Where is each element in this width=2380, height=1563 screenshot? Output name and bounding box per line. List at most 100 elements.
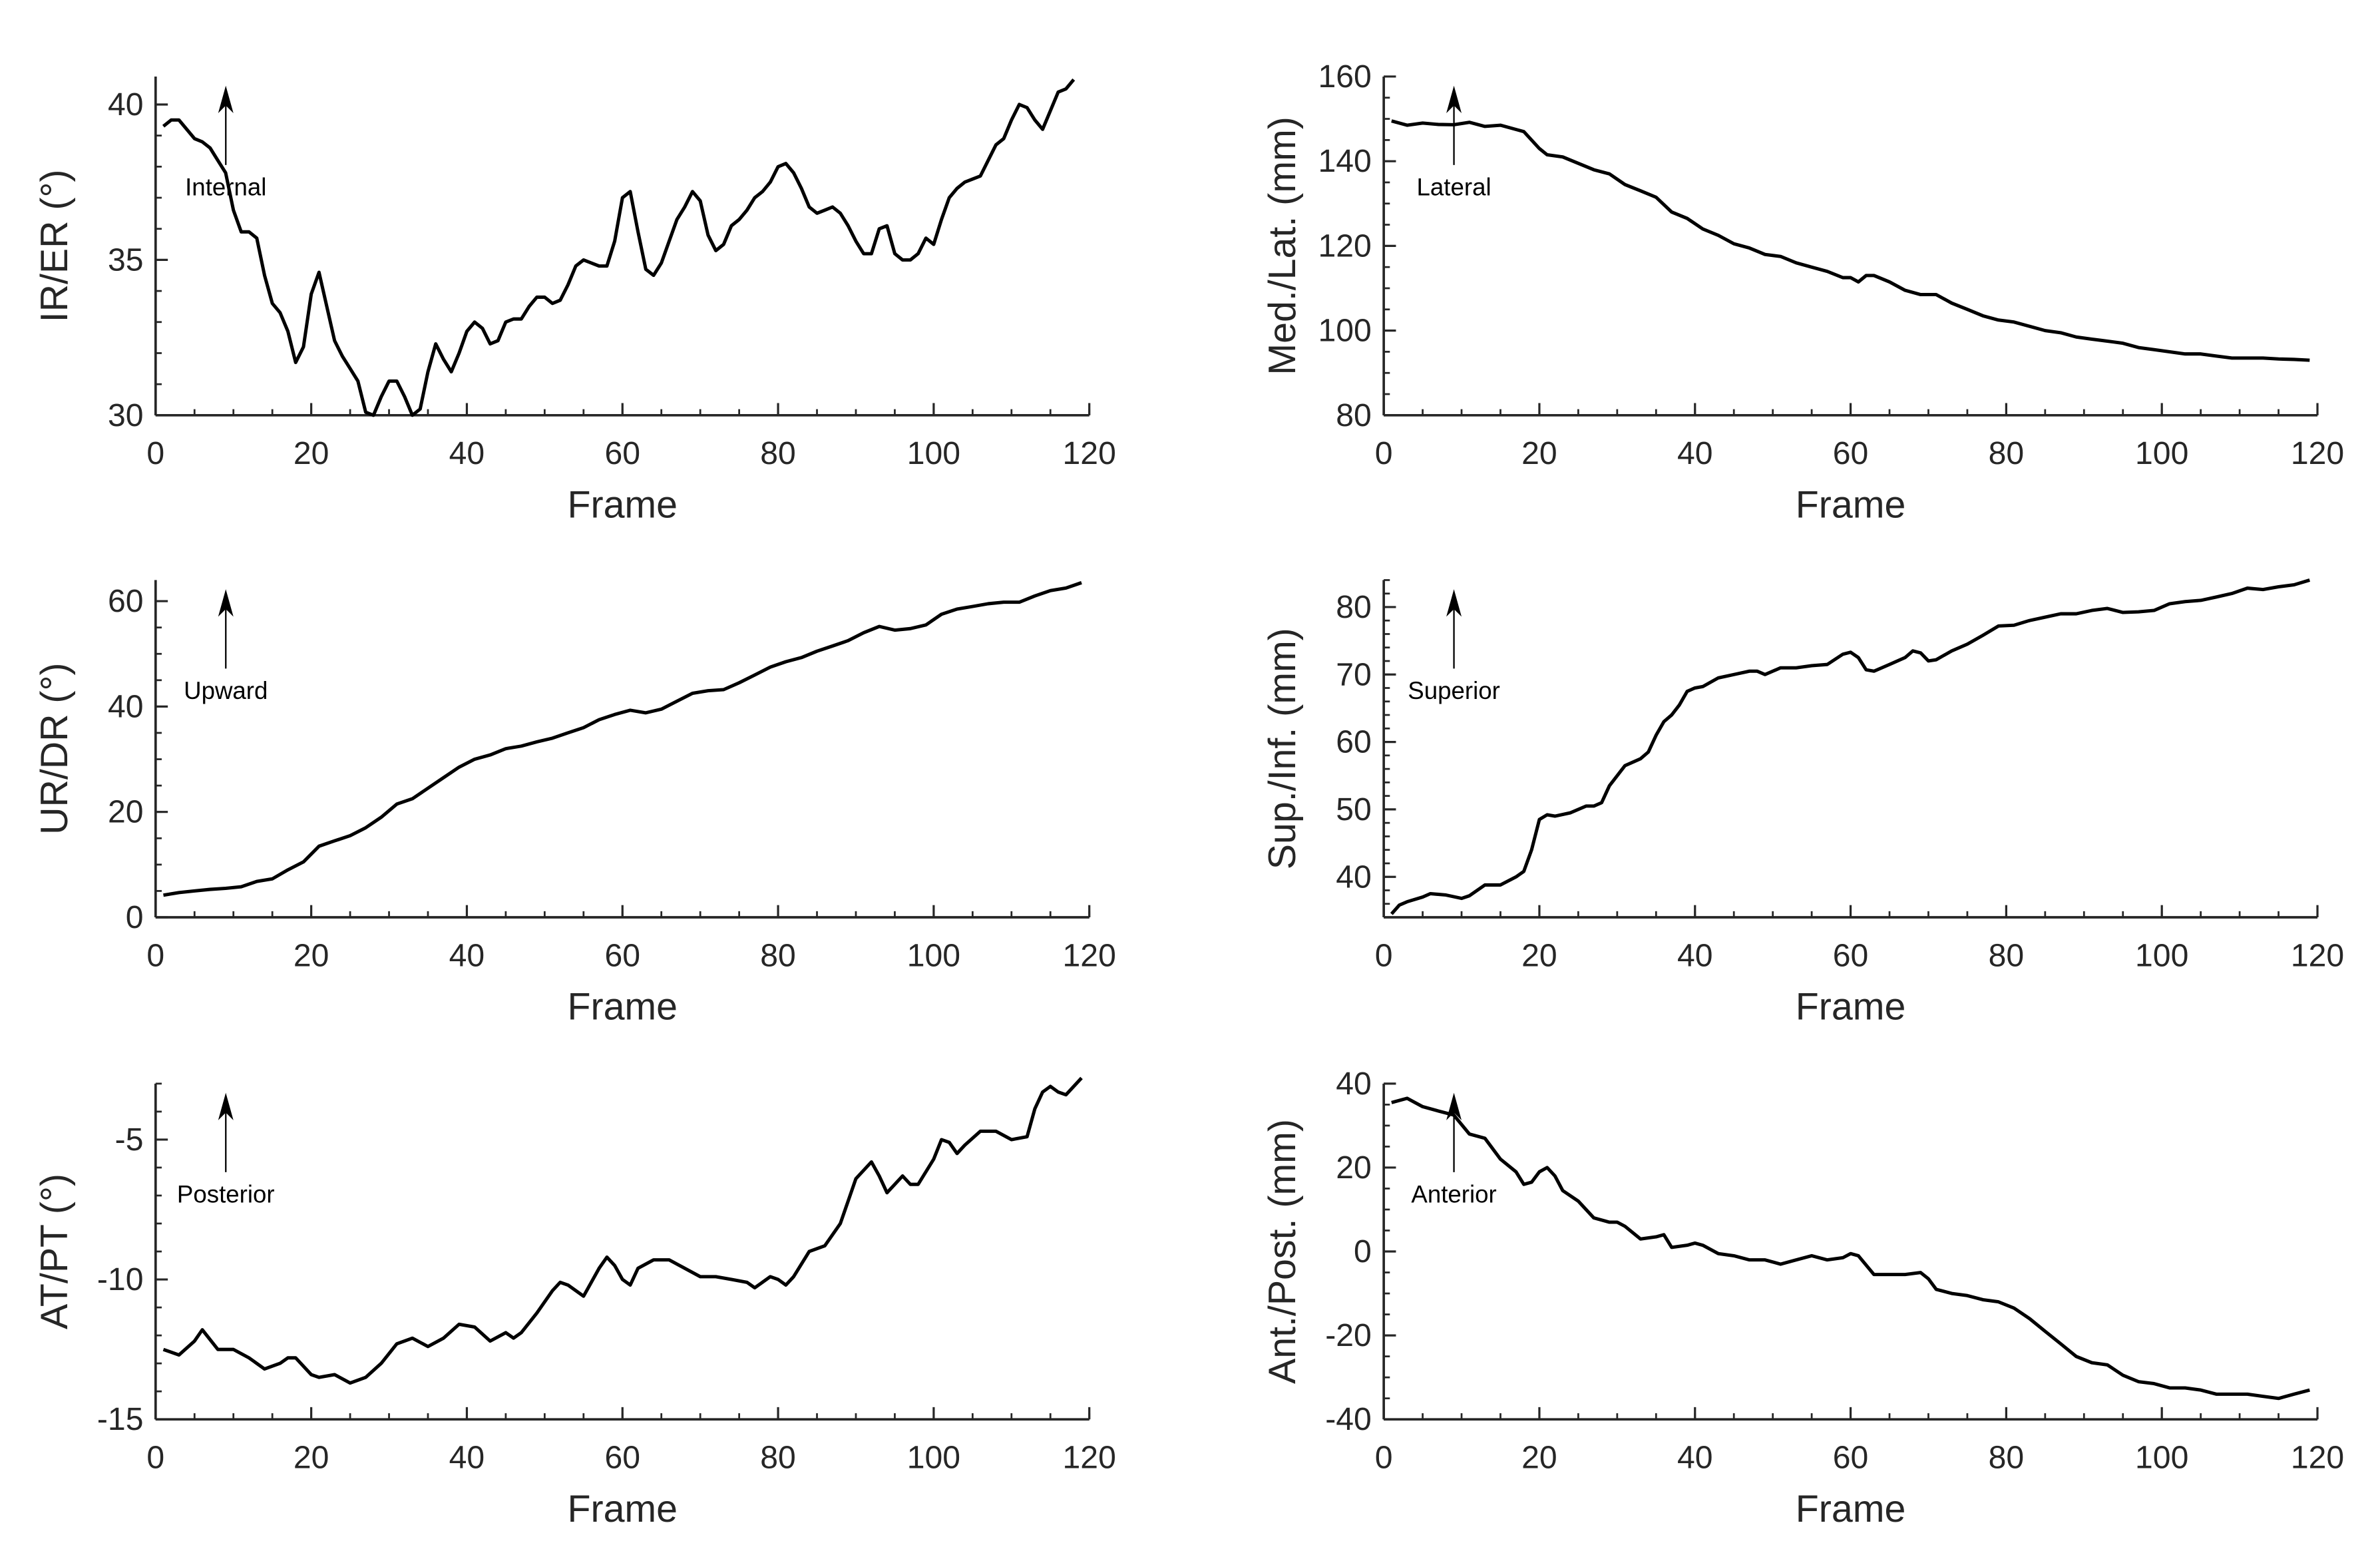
arrow-up-icon [1446,589,1462,617]
y-axis-label: UR/DR (°) [33,662,76,834]
y-tick-label: -15 [97,1401,144,1437]
x-tick-label: 0 [1375,1440,1393,1476]
x-axis-label: Frame [1796,986,1906,1028]
data-series-line [162,1076,1083,1385]
x-tick-label: 120 [1063,937,1116,973]
arrow-up-icon [1446,1092,1462,1120]
x-tick-label: 20 [1521,435,1557,471]
x-tick-label: 40 [449,1440,485,1476]
y-axis-label: IR/ER (°) [33,169,76,322]
subplot-4: 0 20 40 60 80 100 120 40 50 60 70 80 Frame Sup./Inf. … [1261,578,2344,1028]
y-tick-label: 40 [1336,859,1372,895]
x-tick-label: 40 [449,435,485,471]
data-series-line [163,580,1082,897]
x-tick-label: 120 [1063,1440,1116,1476]
y-tick-label: 60 [108,583,144,619]
y-tick-label: 160 [1318,59,1371,95]
data-series-line [1391,1096,2310,1401]
y-tick-label: 100 [1318,313,1371,349]
y-tick-label: -10 [97,1261,144,1297]
y-axis-label: Sup./Inf. (mm) [1261,628,1304,869]
x-tick-label: 40 [1677,937,1713,973]
arrow-up-icon [218,1092,234,1120]
x-tick-label: 80 [760,435,796,471]
y-axis-label: AT/PT (°) [33,1174,76,1329]
x-tick-label: 0 [146,1440,164,1476]
y-tick-label: 120 [1318,228,1371,264]
x-tick-label: 100 [907,1440,960,1476]
y-tick-label: 40 [108,688,144,724]
x-axis-label: Frame [1796,483,1906,526]
x-axis-label: Frame [567,1488,678,1530]
y-tick-label: 40 [1336,1066,1372,1102]
x-axis-label: Frame [567,986,678,1028]
x-tick-label: 80 [1989,1440,2025,1476]
x-tick-label: 60 [604,937,640,973]
y-axis-label: Ant./Post. (mm) [1261,1119,1304,1384]
data-series-line [1390,578,2311,915]
x-axis-label: Frame [567,483,678,526]
y-tick-label: -40 [1325,1401,1372,1437]
direction-annotation: Posterior [177,1181,275,1208]
x-tick-label: 60 [604,1440,640,1476]
y-axis-label: Med./Lat. (mm) [1261,116,1304,375]
x-tick-label: 60 [1833,1440,1869,1476]
y-tick-label: 80 [1336,589,1372,625]
y-tick-label: 20 [1336,1150,1372,1186]
x-tick-label: 0 [1375,435,1393,471]
subplot-3: 0 20 40 60 80 100 120 0 20 40 60 Frame UR/DR (°) Upwa… [33,580,1116,1028]
y-tick-label: 140 [1318,143,1371,179]
y-tick-label: 0 [126,899,144,935]
x-tick-label: 0 [146,937,164,973]
y-tick-label: 35 [108,242,144,278]
y-tick-label: 80 [1336,397,1372,433]
direction-annotation: Internal [185,174,266,201]
x-tick-label: 20 [294,435,329,471]
x-tick-label: 120 [2291,937,2344,973]
y-tick-label: 50 [1336,791,1372,827]
direction-annotation: Anterior [1411,1181,1496,1208]
x-tick-label: 20 [294,1440,329,1476]
y-tick-label: 40 [108,87,144,122]
data-series-line [1391,119,2310,362]
x-tick-label: 80 [760,1440,796,1476]
y-tick-label: -5 [115,1122,144,1158]
arrow-up-icon [218,589,234,617]
x-tick-label: 20 [1521,1440,1557,1476]
x-tick-label: 0 [1375,937,1393,973]
data-series-line [162,78,1076,417]
y-tick-label: 60 [1336,724,1372,760]
x-tick-label: 100 [2135,435,2188,471]
x-tick-label: 80 [760,937,796,973]
y-tick-label: 20 [108,794,144,830]
subplot-2: 0 20 40 60 80 100 120 80 100 120 140 160 Frame Med./L… [1261,59,2344,526]
x-tick-label: 120 [2291,435,2344,471]
subplot-5: 0 20 40 60 80 100 120 -15 -10 -5 Frame AT/PT (°) Pos… [33,1076,1116,1530]
y-tick-label: 0 [1354,1233,1372,1269]
x-tick-label: 100 [2135,1440,2188,1476]
y-tick-label: 70 [1336,656,1372,692]
direction-annotation: Superior [1408,677,1500,704]
x-tick-label: 40 [1677,435,1713,471]
x-tick-label: 100 [2135,937,2188,973]
x-tick-label: 0 [146,435,164,471]
x-tick-label: 40 [1677,1440,1713,1476]
arrow-up-icon [218,85,234,113]
x-tick-label: 120 [1063,435,1116,471]
x-tick-label: 60 [604,435,640,471]
x-tick-label: 60 [1833,435,1869,471]
x-tick-label: 20 [1521,937,1557,973]
x-tick-label: 80 [1989,435,2025,471]
x-tick-label: 120 [2291,1440,2344,1476]
y-tick-label: -20 [1325,1317,1372,1353]
y-tick-label: 30 [108,397,144,433]
direction-annotation: Lateral [1417,174,1491,201]
x-tick-label: 20 [294,937,329,973]
subplot-1: 0 20 40 60 80 100 120 30 35 40 Frame IR/ER (°) Inter… [33,76,1116,526]
x-tick-label: 40 [449,937,485,973]
x-axis-label: Frame [1796,1488,1906,1530]
x-tick-label: 100 [907,937,960,973]
x-tick-label: 80 [1989,937,2025,973]
x-tick-label: 100 [907,435,960,471]
